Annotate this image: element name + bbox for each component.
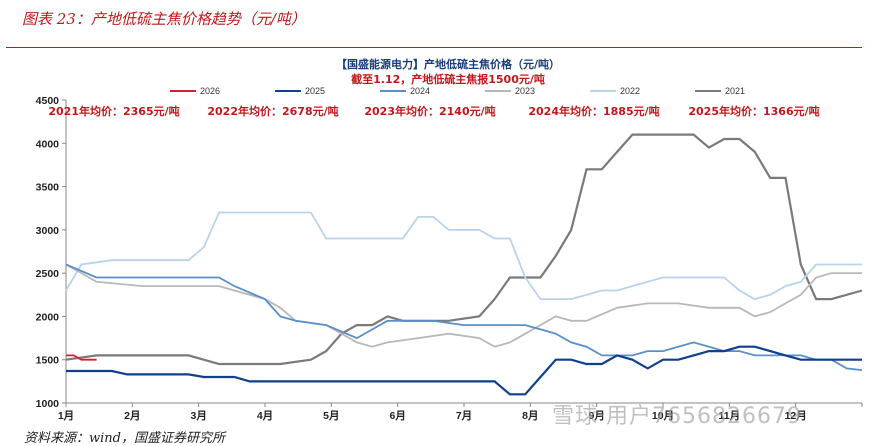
avg-price-annotation: 2025年均价：1366元/吨 [688, 104, 819, 118]
x-tick-label: 9月 [588, 410, 604, 422]
avg-price-annotation: 2024年均价：1885元/吨 [528, 104, 659, 118]
x-tick-label: 8月 [522, 410, 538, 422]
x-tick-label: 10月 [652, 410, 674, 422]
y-tick-label: 2500 [36, 268, 60, 280]
chart-legend: 2026 2025 2024 2023 2022 2021 [170, 86, 745, 96]
series-line-2021 [65, 133, 863, 366]
x-tick-label: 12月 [785, 410, 807, 422]
avg-price-annotation: 2023年均价：2140元/吨 [364, 104, 495, 118]
x-tick-label: 4月 [257, 410, 273, 422]
legend-label-2021: 2021 [725, 86, 745, 96]
y-tick-label: 1500 [36, 355, 60, 367]
series-layer [65, 133, 863, 396]
figure-caption: 图表 23：产地低硫主焦价格趋势（元/吨） [22, 10, 306, 28]
chart-title: 【国盛能源电力】产地低硫主焦价格（元/吨） [336, 57, 560, 71]
avg-price-annotation: 2021年均价：2365元/吨 [48, 104, 179, 118]
chart-subtitle: 截至1.12，产地低硫主焦报1500元/吨 [351, 72, 545, 86]
x-tick-label: 6月 [389, 410, 405, 422]
x-tick-label: 3月 [190, 410, 206, 422]
y-tick-label: 4500 [36, 95, 60, 107]
series-line-2025 [66, 345, 862, 396]
legend-label-2024: 2024 [410, 86, 430, 96]
chart-axes: 1000 1500 2000 2500 3000 3500 4000 4500 1月 2月 3月 4月… [36, 95, 863, 422]
y-tick-label: 4000 [36, 138, 60, 150]
legend-label-2026: 2026 [200, 86, 220, 96]
avg-price-annotation: 2022年均价：2678元/吨 [207, 104, 338, 118]
legend-label-2025: 2025 [305, 86, 325, 96]
y-tick-label: 2000 [36, 311, 60, 323]
legend-label-2022: 2022 [620, 86, 640, 96]
x-tick-label: 5月 [323, 410, 339, 422]
series-line-2024 [65, 263, 863, 371]
series-line-2026 [66, 354, 97, 361]
source-note: 资料来源：wind，国盛证券研究所 [24, 431, 225, 446]
annotation-layer: 2021年均价：2365元/吨 2022年均价：2678元/吨 2023年均价：21… [48, 104, 819, 118]
x-tick-label: 1月 [58, 410, 74, 422]
x-tick-label: 2月 [124, 410, 140, 422]
watermark: 雪球·用户7656826679 [552, 404, 802, 429]
caption-rule [6, 47, 862, 48]
x-tick-label: 11月 [719, 410, 741, 422]
y-tick-label: 3500 [36, 182, 60, 194]
y-tick-label: 1000 [36, 398, 60, 410]
y-tick-label: 3000 [36, 225, 60, 237]
legend-label-2023: 2023 [515, 86, 535, 96]
series-line-2022 [65, 211, 862, 301]
x-tick-label: 7月 [456, 410, 472, 422]
